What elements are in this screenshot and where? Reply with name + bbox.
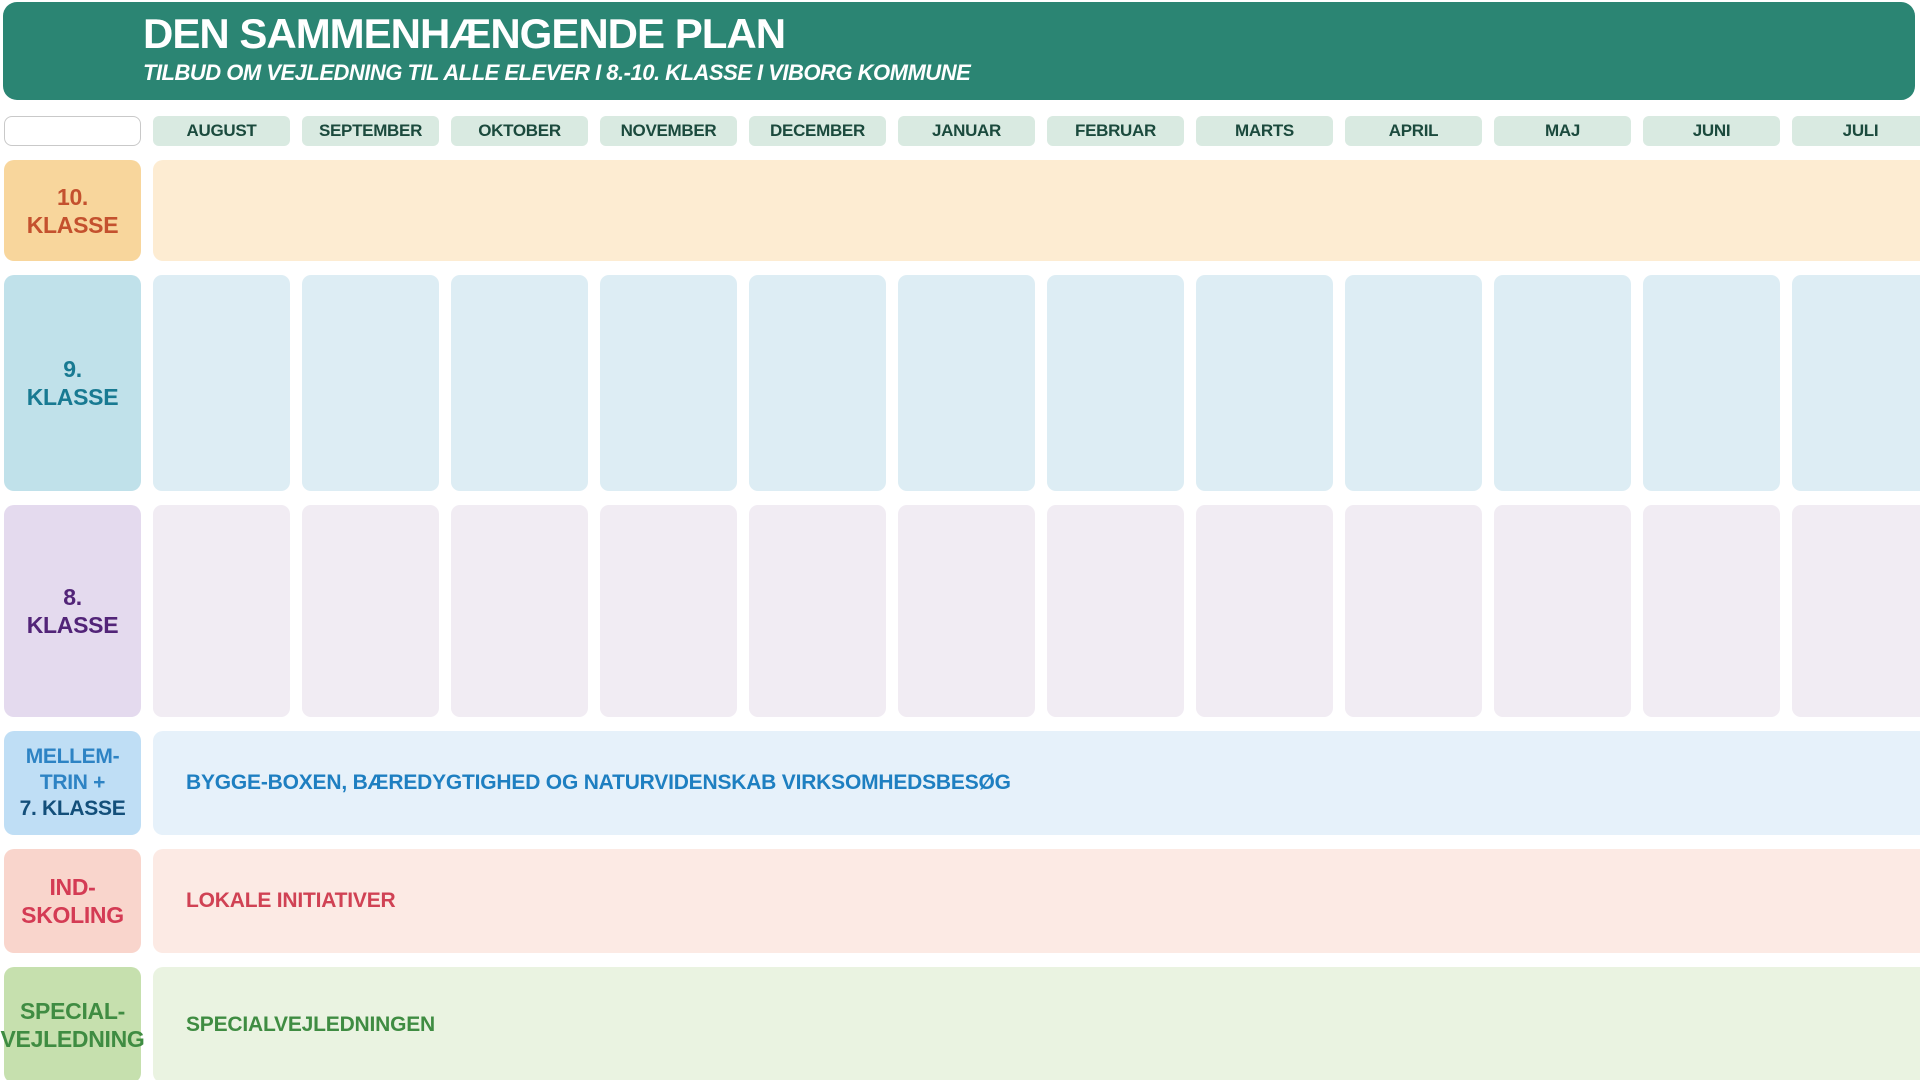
month-cell: [153, 275, 290, 491]
page-title: DEN SAMMENHÆNGENDE PLAN: [143, 10, 786, 57]
month-header-marts: MARTS: [1196, 116, 1333, 146]
month-header-februar: FEBRUAR: [1047, 116, 1184, 146]
month-cell: [1494, 275, 1631, 491]
month-header-august: AUGUST: [153, 116, 290, 146]
header-banner: DEN SAMMENHÆNGENDE PLAN TILBUD OM VEJLED…: [3, 2, 1915, 100]
row-label-line: VEJLEDNING: [0, 1026, 145, 1052]
month-cell: [749, 275, 886, 491]
row-label-line: KLASSE: [26, 384, 119, 410]
row-label-line: MELLEM-: [25, 745, 120, 768]
corner-cell: [4, 116, 141, 146]
month-header-januar: JANUAR: [898, 116, 1035, 146]
month-cell: [451, 505, 588, 717]
band-10-klasse: [153, 160, 1920, 261]
month-cell: [1196, 275, 1333, 491]
month-cell: [1643, 275, 1780, 491]
row-label-mellemtrin-7-klasse: MELLEM- TRIN + 7. KLASSE: [4, 731, 141, 835]
month-cell: [1792, 505, 1920, 717]
month-header-juni: JUNI: [1643, 116, 1780, 146]
row-label-line: 9.: [63, 356, 82, 382]
month-header-maj: MAJ: [1494, 116, 1631, 146]
month-cell: [302, 275, 439, 491]
plan-grid: AUGUST SEPTEMBER OKTOBER NOVEMBER DECEMB…: [0, 116, 1920, 1080]
month-cell: [153, 505, 290, 717]
month-header-november: NOVEMBER: [600, 116, 737, 146]
month-header-december: DECEMBER: [749, 116, 886, 146]
month-cell: [1047, 275, 1184, 491]
row-label-line: 10.: [56, 183, 89, 210]
month-header-september: SEPTEMBER: [302, 116, 439, 146]
month-cell: [1643, 505, 1780, 717]
month-cell: [898, 275, 1035, 491]
band-text-mellemtrin: BYGGE-BOXEN, BÆREDYGTIGHED OG NATURVIDEN…: [186, 771, 1011, 794]
band-indskoling: LOKALE INITIATIVER: [153, 849, 1920, 953]
band-text-indskoling: LOKALE INITIATIVER: [186, 889, 396, 912]
row-label-indskoling: IND- SKOLING: [4, 849, 141, 953]
band-text-specialvejledning: SPECIALVEJLEDNINGEN: [186, 1013, 436, 1036]
month-header-oktober: OKTOBER: [451, 116, 588, 146]
month-cell: [1345, 275, 1482, 491]
month-cell: [898, 505, 1035, 717]
row-label-line: IND-: [49, 874, 96, 900]
row-label-line: 8.: [63, 584, 82, 610]
row-label-line: SPECIAL-: [20, 998, 125, 1024]
row-label-line: 7. KLASSE: [19, 797, 126, 820]
month-cell: [1047, 505, 1184, 717]
row-label-9-klasse: 9. KLASSE: [4, 275, 141, 491]
row-label-line: KLASSE: [26, 612, 119, 638]
row-label-line: TRIN +: [39, 771, 106, 794]
month-header-april: APRIL: [1345, 116, 1482, 146]
row-label-10-klasse: 10. KLASSE: [4, 160, 141, 261]
row-label-8-klasse: 8. KLASSE: [4, 505, 141, 717]
band-specialvejledning: SPECIALVEJLEDNINGEN: [153, 967, 1920, 1080]
row-label-specialvejledning: SPECIAL- VEJLEDNING: [1, 967, 145, 1080]
month-cell: [1196, 505, 1333, 717]
month-cell: [600, 275, 737, 491]
month-cell: [1494, 505, 1631, 717]
band-mellemtrin: BYGGE-BOXEN, BÆREDYGTIGHED OG NATURVIDEN…: [153, 731, 1920, 835]
month-cell: [1345, 505, 1482, 717]
page-subtitle: TILBUD OM VEJLEDNING TIL ALLE ELEVER I 8…: [143, 60, 971, 86]
row-label-line: SKOLING: [21, 902, 124, 928]
month-cell: [600, 505, 737, 717]
month-cell: [749, 505, 886, 717]
month-cell: [302, 505, 439, 717]
month-header-juli: JULI: [1792, 116, 1920, 146]
row-label-line: KLASSE: [26, 211, 119, 238]
month-cell: [451, 275, 588, 491]
month-cell: [1792, 275, 1920, 491]
